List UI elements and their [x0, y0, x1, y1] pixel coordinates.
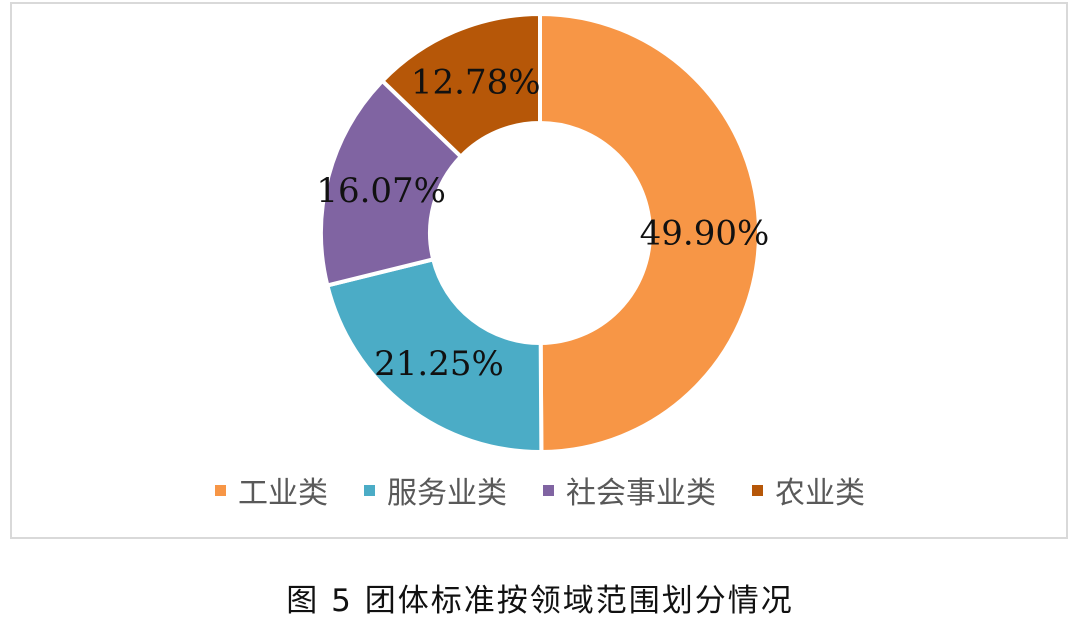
- legend-item: 工业类: [215, 468, 328, 512]
- legend-swatch: [752, 484, 763, 496]
- slice-1: [538, 11, 762, 455]
- data-label: 16.07%: [316, 171, 446, 211]
- legend-label: 农业类: [775, 476, 865, 511]
- legend-swatch: [543, 484, 554, 496]
- slice-4: [379, 11, 542, 160]
- legend-label: 服务业类: [387, 476, 507, 511]
- legend-item: 社会事业类: [543, 468, 716, 512]
- figure-caption: 图 5 团体标准按领域范围划分情况: [286, 583, 794, 619]
- legend-item: 农业类: [752, 468, 865, 512]
- data-label: 12.78%: [411, 63, 541, 103]
- data-label: 21.25%: [374, 344, 504, 384]
- legend-item: 服务业类: [364, 468, 507, 512]
- legend: 工业类 服务业类 社会事业类 农业类: [0, 468, 1080, 512]
- legend-swatch: [364, 484, 375, 496]
- legend-label: 社会事业类: [566, 476, 716, 511]
- slice-2: [324, 256, 544, 454]
- chart-frame: [10, 2, 1068, 539]
- legend-swatch: [215, 484, 226, 496]
- slice-3: [319, 78, 464, 288]
- data-label: 49.90%: [640, 213, 770, 253]
- legend-label: 工业类: [238, 476, 328, 511]
